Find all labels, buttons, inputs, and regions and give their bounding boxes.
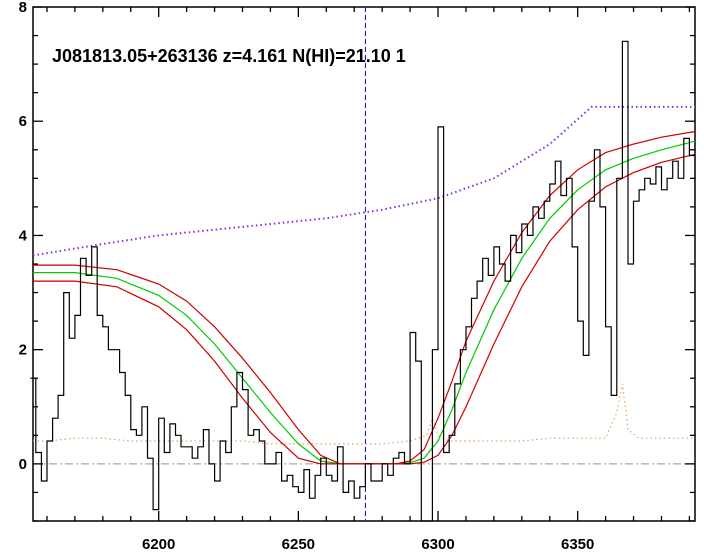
voigt-fit (33, 130, 696, 465)
continuum-polyline (32, 105, 695, 257)
x-tick-label: 6200 (142, 536, 175, 553)
flux-spectrum (30, 40, 695, 522)
y-tick-label: 0 (19, 456, 27, 473)
plot-frame (32, 6, 696, 522)
y-axis-ticks: 0 2 4 6 8 (19, 0, 695, 522)
x-tick-label: 6250 (282, 536, 315, 553)
y-tick-label: 6 (19, 113, 27, 130)
error-spectrum (33, 383, 695, 445)
continuum-line (32, 105, 695, 257)
y-tick-label: 4 (19, 227, 28, 244)
x-tick-label: 6300 (421, 536, 454, 553)
plot-title: J081813.05+263136 z=4.161 N(HI)=21.10 1 (52, 46, 406, 66)
flux-line (30, 40, 695, 522)
fit-line (33, 140, 696, 465)
x-axis-ticks: 6200 6250 6300 6350 (46, 7, 691, 553)
fit-upper-line (33, 130, 696, 465)
y-tick-label: 8 (19, 0, 27, 16)
error-line (33, 383, 695, 445)
y-tick-label: 2 (19, 342, 27, 359)
x-tick-label: 6350 (561, 536, 594, 553)
fit-lower-line (33, 153, 696, 465)
